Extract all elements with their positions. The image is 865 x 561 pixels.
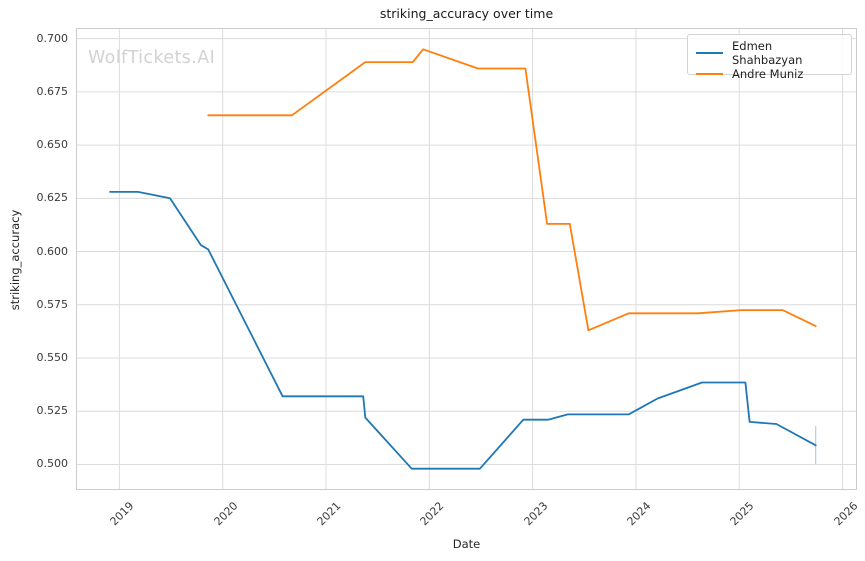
y-axis-title: striking_accuracy [8, 209, 22, 311]
legend-line-sample-orange [696, 73, 723, 75]
y-tick-label: 0.600 [36, 244, 69, 258]
plot-svg [76, 28, 857, 490]
plot-area [76, 28, 857, 490]
legend-line-sample-blue [696, 52, 723, 54]
x-tick-label: 2024 [624, 499, 654, 529]
chart-title: striking_accuracy over time [379, 6, 554, 21]
x-tick-label: 2023 [521, 499, 551, 529]
legend-label: Edmen Shahbazyan [732, 39, 803, 67]
y-tick-label: 0.700 [36, 31, 69, 45]
x-tick-label: 2020 [211, 499, 241, 529]
legend-label: Andre Muniz [732, 67, 804, 81]
watermark: WolfTickets.AI [88, 48, 216, 68]
x-tick-label: 2021 [314, 499, 344, 529]
series-line-0 [109, 190, 817, 470]
plot-border [76, 28, 857, 490]
legend-entry: Andre Muniz [696, 67, 843, 81]
y-tick-label: 0.525 [36, 404, 69, 418]
y-tick-label: 0.550 [36, 351, 69, 364]
x-axis-title: Date [452, 537, 481, 551]
y-tick-label: 0.575 [36, 297, 69, 311]
x-tick-label: 2019 [107, 499, 137, 529]
x-tick-label: 2026 [831, 499, 861, 529]
legend: Edmen Shahbazyan Andre Muniz [687, 34, 852, 81]
y-tick-label: 0.500 [36, 457, 69, 471]
legend-entry: Edmen Shahbazyan [696, 39, 843, 67]
y-tick-label: 0.625 [36, 191, 69, 205]
x-tick-label: 2025 [727, 499, 757, 529]
y-tick-label: 0.675 [36, 84, 69, 98]
series-line-1 [207, 48, 817, 332]
y-tick-label: 0.650 [36, 138, 69, 152]
x-tick-label: 2022 [417, 499, 447, 529]
